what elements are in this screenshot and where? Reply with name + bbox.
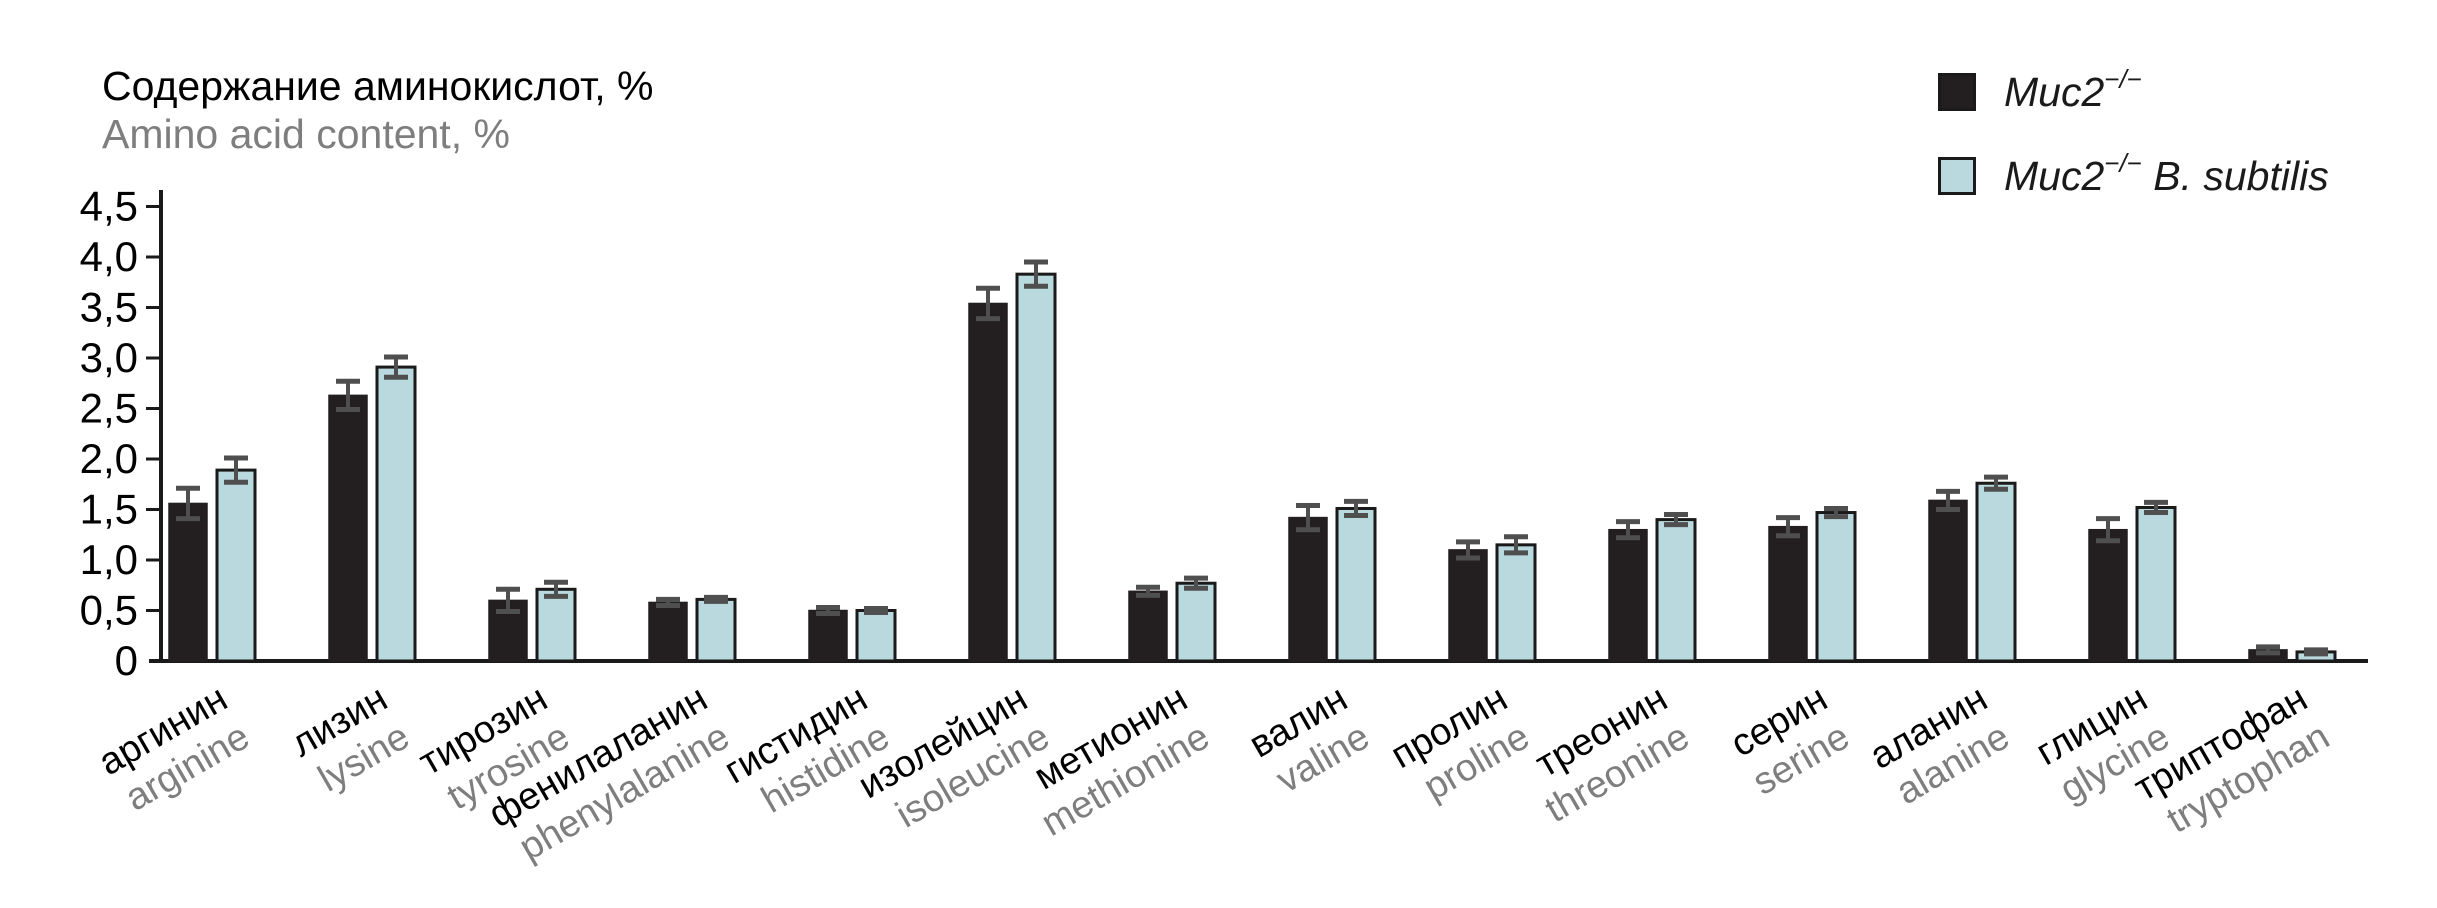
legend-text: Muc2 bbox=[2004, 152, 2105, 199]
bar-muc2-histidine bbox=[808, 609, 848, 662]
bar-muc2-serine bbox=[1768, 525, 1808, 662]
chart-title: Содержание аминокислот, % Amino acid con… bbox=[102, 62, 653, 158]
x-category-label-isoleucine: изолейцинisoleucine bbox=[852, 677, 1057, 845]
bar-muc2-bsubtilis-lysine bbox=[375, 365, 417, 663]
bar-muc2-methionine bbox=[1128, 590, 1168, 662]
bar-muc2-bsubtilis-threonine bbox=[1655, 518, 1697, 663]
y-tick-label: 1,5 bbox=[80, 486, 138, 533]
bar-muc2-arginine bbox=[168, 502, 208, 662]
bar-muc2-bsubtilis-proline bbox=[1495, 543, 1537, 663]
legend-item-muc2-bsubtilis: Muc2−/− B. subtilis bbox=[1938, 150, 2329, 200]
legend-swatch-black bbox=[1938, 73, 1976, 111]
x-category-label-alanine: аланинalanine bbox=[1863, 677, 2017, 815]
y-tick-label: 0,5 bbox=[80, 587, 138, 634]
x-category-label-valine: валинvaline bbox=[1242, 677, 1376, 804]
bar-muc2-bsubtilis-serine bbox=[1815, 511, 1857, 663]
y-tick-label: 3,5 bbox=[80, 284, 138, 331]
bar-muc2-isoleucine bbox=[968, 302, 1008, 662]
y-tick-label: 4,0 bbox=[80, 233, 138, 280]
legend-superscript: −/− bbox=[2104, 147, 2142, 178]
legend-label-muc2-bsubtilis: Muc2−/− B. subtilis bbox=[2004, 150, 2329, 200]
y-tick-label: 0 bbox=[115, 637, 138, 684]
bar-muc2-bsubtilis-methionine bbox=[1175, 581, 1217, 663]
bar-muc2-phenylalanine bbox=[648, 601, 688, 662]
bar-muc2-bsubtilis-histidine bbox=[855, 609, 897, 663]
x-category-label-methionine: метионинmethionine bbox=[1013, 677, 1217, 844]
legend-text: B. subtilis bbox=[2141, 152, 2329, 199]
x-category-label-arginine: аргининarginine bbox=[92, 677, 257, 822]
bar-muc2-threonine bbox=[1608, 528, 1648, 662]
legend-text: Muc2 bbox=[2004, 68, 2105, 115]
y-tick-label: 1,0 bbox=[80, 536, 138, 583]
bar-muc2-lysine bbox=[328, 394, 368, 662]
bar-muc2-glycine bbox=[2088, 528, 2128, 662]
x-category-label-proline: пролинproline bbox=[1384, 677, 1536, 815]
y-tick-label: 2,0 bbox=[80, 435, 138, 482]
x-category-label-tryptophan: триптофанtryptophan bbox=[2127, 677, 2336, 847]
legend-label-muc2: Muc2−/− bbox=[2004, 66, 2142, 116]
legend-superscript: −/− bbox=[2104, 63, 2142, 94]
x-category-label-threonine: треонинthreonine bbox=[1516, 677, 1696, 831]
chart-title-en: Amino acid content, % bbox=[102, 111, 510, 157]
bar-muc2-bsubtilis-glycine bbox=[2135, 505, 2177, 663]
legend: Muc2−/− Muc2−/− B. subtilis bbox=[1938, 66, 2329, 238]
legend-swatch-blue bbox=[1938, 157, 1976, 195]
x-category-label-histidine: гистидинhistidine bbox=[717, 677, 896, 830]
x-category-label-glycine: глицинglycine bbox=[2029, 677, 2176, 812]
bar-muc2-bsubtilis-arginine bbox=[215, 468, 257, 663]
y-tick-label: 3,0 bbox=[80, 334, 138, 381]
bar-muc2-alanine bbox=[1928, 499, 1968, 662]
bar-muc2-bsubtilis-valine bbox=[1335, 506, 1377, 663]
x-category-label-serine: серинserine bbox=[1724, 677, 1857, 803]
bar-muc2-valine bbox=[1288, 516, 1328, 662]
bar-muc2-bsubtilis-alanine bbox=[1975, 481, 2017, 663]
bar-muc2-proline bbox=[1448, 549, 1488, 662]
chart-title-ru: Содержание аминокислот, % bbox=[102, 63, 654, 109]
x-category-label-lysine: лизинlysine bbox=[284, 677, 416, 803]
legend-item-muc2: Muc2−/− bbox=[1938, 66, 2329, 116]
y-tick-label: 4,5 bbox=[80, 183, 138, 230]
bar-muc2-bsubtilis-isoleucine bbox=[1015, 272, 1057, 663]
bar-muc2-bsubtilis-phenylalanine bbox=[695, 597, 737, 663]
y-tick-label: 2,5 bbox=[80, 385, 138, 432]
bar-muc2-bsubtilis-tyrosine bbox=[535, 587, 577, 663]
